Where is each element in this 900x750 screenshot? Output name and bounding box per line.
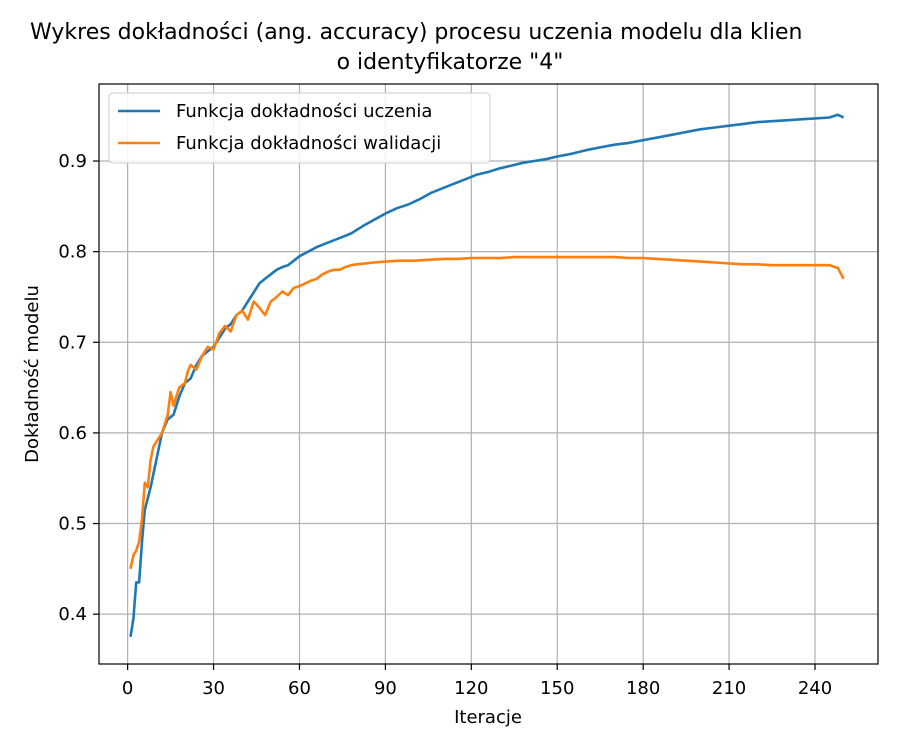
y-tick-label: 0.8 (58, 242, 87, 263)
y-tick-label: 0.6 (58, 423, 87, 444)
series-line-2 (129, 255, 845, 570)
series-line-1 (129, 113, 845, 638)
x-tick-label: 60 (288, 678, 311, 699)
series-lines (129, 113, 845, 638)
plot-frame (98, 83, 879, 665)
x-tick-label: 120 (454, 678, 488, 699)
y-tick-label: 0.5 (58, 514, 87, 535)
x-axis-label: Iteracje (454, 707, 522, 728)
y-axis-ticks: 0.4 0.5 0.6 0.7 0.8 0.9 (58, 151, 99, 625)
x-tick-label: 240 (798, 678, 832, 699)
y-tick-label: 0.7 (58, 332, 87, 353)
x-tick-label: 210 (712, 678, 746, 699)
x-tick-label: 150 (540, 678, 574, 699)
x-tick-label: 90 (374, 678, 397, 699)
y-tick-label: 0.9 (58, 151, 87, 172)
chart-subtitle: o identyfikatorze "4" (336, 50, 564, 75)
chart-title: Wykres dokładności (ang. accuracy) proce… (30, 20, 803, 45)
legend-label-1: Funkcja dokładności uczenia (176, 101, 432, 122)
x-axis-ticks: 0 30 60 90 120 150 180 210 240 (122, 664, 832, 699)
grid-lines (99, 84, 878, 664)
legend: Funkcja dokładności uczenia Funkcja dokła… (108, 92, 491, 164)
x-tick-label: 30 (202, 678, 225, 699)
legend-label-2: Funkcja dokładności walidacji (176, 133, 441, 154)
y-tick-label: 0.4 (58, 604, 87, 625)
x-tick-label: 0 (122, 678, 133, 699)
x-tick-label: 180 (626, 678, 660, 699)
y-axis-label: Dokładność modelu (22, 285, 43, 463)
